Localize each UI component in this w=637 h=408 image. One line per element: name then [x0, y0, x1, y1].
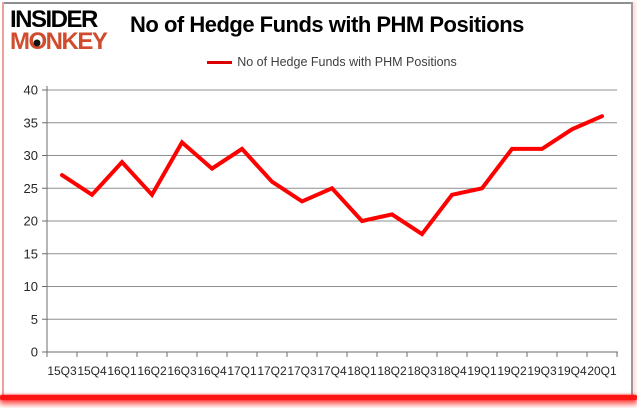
x-tick-label: 17Q1: [227, 364, 257, 378]
x-tick-label: 15Q4: [77, 364, 107, 378]
x-tick-label: 19Q2: [497, 364, 527, 378]
insider-monkey-logo: INSIDER MONKEY: [10, 6, 108, 56]
series-line-hedge-funds: [60, 114, 604, 237]
x-tick-label: 19Q3: [527, 364, 557, 378]
y-tick-label: 40: [24, 83, 38, 98]
y-tick-label: 35: [24, 115, 38, 130]
y-tick-label: 20: [24, 214, 38, 229]
chart-title: No of Hedge Funds with PHM Positions: [130, 12, 524, 37]
x-tick-label: 18Q4: [437, 364, 467, 378]
logo-monkey-eye-icon: O: [28, 28, 48, 56]
x-tick-label: 19Q1: [467, 364, 497, 378]
y-tick-label: 10: [24, 279, 38, 294]
x-tick-label: 20Q1: [587, 364, 617, 378]
legend-series-line-icon: [207, 60, 233, 64]
x-tick-label: 17Q2: [257, 364, 287, 378]
card-bottom-accent-bar: [0, 395, 637, 400]
logo-monkey-m: M: [10, 28, 30, 56]
card-border-top: [2, 2, 633, 4]
card-border-right: [631, 2, 633, 396]
logo-word-monkey: MONKEY: [10, 28, 108, 56]
legend-series-label: No of Hedge Funds with PHM Positions: [237, 55, 457, 69]
x-tick-label: 18Q1: [347, 364, 377, 378]
x-tick-label: 16Q4: [197, 364, 227, 378]
x-tick-label: 18Q3: [407, 364, 437, 378]
x-tick-label: 18Q2: [377, 364, 407, 378]
y-tick-label: 30: [24, 148, 38, 163]
logo-word-insider: INSIDER: [10, 6, 98, 33]
x-tick-label: 15Q3: [47, 364, 77, 378]
x-tick-label: 19Q4: [557, 364, 587, 378]
card-border-left: [2, 2, 4, 396]
x-tick-label: 17Q4: [317, 364, 347, 378]
y-tick-label: 25: [24, 181, 38, 196]
legend: No of Hedge Funds with PHM Positions: [47, 54, 617, 70]
logo-monkey-rest: NKEY: [45, 28, 108, 56]
x-tick-label: 16Q3: [167, 364, 197, 378]
x-tick-label: 16Q2: [137, 364, 167, 378]
y-tick-label: 5: [31, 312, 38, 327]
y-tick-label: 15: [24, 246, 38, 261]
x-tick-label: 16Q1: [107, 364, 137, 378]
x-tick-label: 17Q3: [287, 364, 317, 378]
y-tick-label: 0: [31, 345, 38, 360]
